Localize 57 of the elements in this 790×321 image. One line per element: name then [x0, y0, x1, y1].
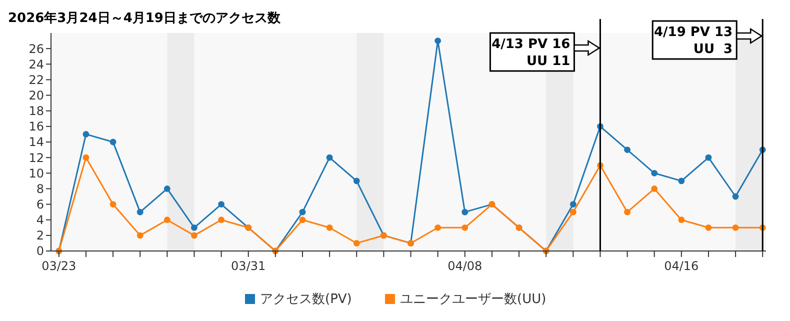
point — [353, 240, 360, 246]
point — [570, 208, 576, 216]
point — [82, 131, 90, 138]
point — [110, 201, 116, 208]
point — [732, 224, 739, 231]
point — [651, 170, 658, 176]
x-tick-label: 04/16 — [664, 259, 699, 273]
point — [651, 186, 658, 192]
legend-label: アクセス数(PV) — [260, 292, 352, 307]
y-tick-label: 10 — [28, 166, 44, 180]
legend-label: ユニークユーザー数(UU) — [400, 292, 546, 307]
y-tick-label: 2 — [36, 228, 44, 243]
point — [705, 154, 712, 161]
y-tick-label: 8 — [36, 182, 44, 196]
point — [678, 178, 685, 184]
y-tick-label: 14 — [28, 135, 44, 150]
chart-title: 2026年3月24日～4月19日までのアクセス数 — [8, 11, 282, 26]
y-tick-label: 18 — [28, 104, 44, 118]
point — [462, 208, 468, 216]
ref-line-label: 4/13 PV 16 UU 11 — [492, 37, 570, 69]
y-tick-label: 12 — [28, 150, 44, 165]
point — [326, 224, 333, 231]
point — [732, 193, 739, 200]
point — [434, 38, 442, 44]
point — [434, 224, 442, 231]
point — [299, 216, 306, 224]
y-tick-label: 4 — [36, 213, 44, 228]
point — [110, 138, 116, 146]
point — [462, 224, 468, 231]
ref-line-label: 4/19 PV 13 UU 3 — [654, 25, 733, 57]
point — [678, 216, 685, 224]
y-tick-label: 26 — [28, 42, 44, 56]
y-tick-label: 20 — [28, 88, 44, 102]
point — [218, 201, 224, 208]
point — [353, 178, 360, 184]
x-tick-label: 03/23 — [42, 259, 76, 273]
y-tick-label: 6 — [36, 197, 44, 212]
point — [570, 201, 576, 208]
x-tick-label: 03/31 — [231, 259, 266, 273]
y-tick-label: 16 — [28, 120, 44, 134]
point — [136, 232, 144, 239]
x-tick-label: 04/08 — [448, 259, 482, 273]
y-tick-label: 22 — [28, 72, 44, 87]
point — [705, 224, 712, 231]
point — [326, 154, 333, 161]
point — [191, 224, 198, 231]
point — [164, 216, 170, 224]
point — [299, 208, 306, 216]
point — [136, 208, 144, 216]
point — [624, 146, 630, 153]
point — [218, 216, 224, 224]
point — [164, 186, 170, 192]
point — [82, 154, 90, 161]
y-tick-label: 0 — [36, 244, 44, 258]
point — [624, 208, 630, 216]
y-tick-label: 24 — [28, 57, 44, 72]
point — [191, 232, 198, 239]
